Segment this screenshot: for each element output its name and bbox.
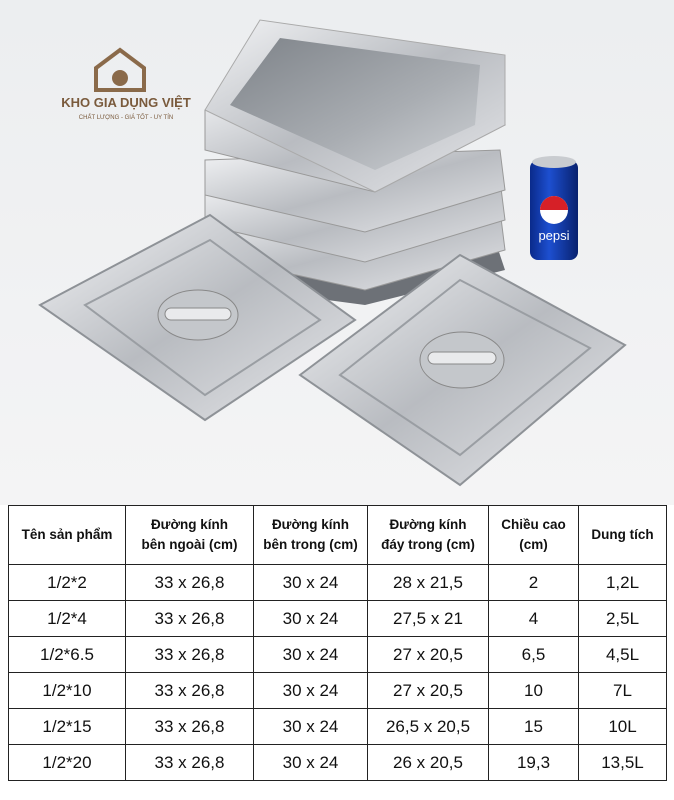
table-cell: 27 x 20,5: [367, 636, 489, 673]
table-cell: 33 x 26,8: [125, 672, 254, 709]
table-cell: 1,2L: [578, 564, 667, 601]
table-row: 1/2*10 33 x 26,8 30 x 24 27 x 20,5 10 7L: [8, 672, 667, 709]
table-cell: 26 x 20,5: [367, 744, 489, 781]
table-cell: 1/2*10: [8, 672, 126, 709]
table-cell: 30 x 24: [253, 564, 368, 601]
table-cell: 30 x 24: [253, 708, 368, 745]
table-cell: 4,5L: [578, 636, 667, 673]
table-cell: 6,5: [488, 636, 579, 673]
table-cell: 2: [488, 564, 579, 601]
table-cell: 30 x 24: [253, 744, 368, 781]
table-cell: 1/2*2: [8, 564, 126, 601]
table-cell: 10: [488, 672, 579, 709]
header-cell: Dung tích: [578, 505, 667, 565]
table-cell: 2,5L: [578, 600, 667, 637]
table-cell: 33 x 26,8: [125, 744, 254, 781]
logo-tagline: CHẤT LƯỢNG - GIÁ TỐT - UY TÍN: [79, 114, 173, 121]
lid-left: [38, 213, 357, 422]
header-line: bên trong (cm): [263, 537, 358, 552]
table-row: 1/2*20 33 x 26,8 30 x 24 26 x 20,5 19,3 13,5L: [8, 744, 667, 781]
logo: KHO GIA DỤNG VIỆT CHẤT LƯỢNG - GIÁ TỐT -…: [61, 47, 191, 121]
table-cell: 33 x 26,8: [125, 636, 254, 673]
table-cell: 19,3: [488, 744, 579, 781]
table-cell: 1/2*15: [8, 708, 126, 745]
table-cell: 27,5 x 21: [367, 600, 489, 637]
table-cell: 30 x 24: [253, 636, 368, 673]
table-cell: 13,5L: [578, 744, 667, 781]
header-cell: Chiều cao (cm): [488, 505, 579, 565]
table-body: 1/2*2 33 x 26,8 30 x 24 28 x 21,5 2 1,2L 1/2*4…: [8, 564, 667, 781]
spec-table: Tên sản phẩm Đường kính bên ngoài (cm) Đườn…: [8, 505, 667, 781]
table-cell: 33 x 26,8: [125, 708, 254, 745]
table-cell: 1/2*20: [8, 744, 126, 781]
header-line: Đường kính: [150, 517, 229, 532]
table-cell: 15: [488, 708, 579, 745]
header-row: Tên sản phẩm Đường kính bên ngoài (cm) Đườn…: [8, 505, 667, 565]
header-cell: Đường kính bên ngoài (cm): [125, 505, 254, 565]
table-row: 1/2*2 33 x 26,8 30 x 24 28 x 21,5 2 1,2L: [8, 564, 667, 601]
table-cell: 33 x 26,8: [125, 564, 254, 601]
product-photo: pepsi KHO GIA DỤNG VIỆT CHẤT LƯỢNG - GIÁ…: [0, 0, 674, 505]
header-line: bên ngoài (cm): [141, 537, 238, 552]
table-row: 1/2*6.5 33 x 26,8 30 x 24 27 x 20,5 6,5 4,5L: [8, 636, 667, 673]
header-line: Tên sản phẩm: [21, 527, 113, 542]
pepsi-can: pepsi: [530, 156, 578, 260]
table-cell: 1/2*4: [8, 600, 126, 637]
table-cell: 28 x 21,5: [367, 564, 489, 601]
table-cell: 33 x 26,8: [125, 600, 254, 637]
header-cell: Tên sản phẩm: [8, 505, 126, 565]
table-row: 1/2*15 33 x 26,8 30 x 24 26,5 x 20,5 15 10L: [8, 708, 667, 745]
table-row: 1/2*4 33 x 26,8 30 x 24 27,5 x 21 4 2,5L: [8, 600, 667, 637]
header-line: Chiều cao: [501, 517, 566, 532]
can-label: pepsi: [538, 228, 569, 243]
header-line: Dung tích: [591, 527, 654, 542]
table-cell: 30 x 24: [253, 672, 368, 709]
table-cell: 27 x 20,5: [367, 672, 489, 709]
logo-name: KHO GIA DỤNG VIỆT: [61, 95, 191, 110]
header-line: (cm): [519, 537, 548, 552]
table-cell: 30 x 24: [253, 600, 368, 637]
lid-right: [298, 253, 627, 487]
header-line: Đường kính: [271, 517, 350, 532]
header-line: đáy trong (cm): [381, 537, 475, 552]
header-line: Đường kính: [389, 517, 467, 532]
table-cell: 26,5 x 20,5: [367, 708, 489, 745]
table-cell: 7L: [578, 672, 667, 709]
header-cell: Đường kính đáy trong (cm): [367, 505, 489, 565]
table-cell: 1/2*6.5: [8, 636, 126, 673]
table-cell: 10L: [578, 708, 667, 745]
table-cell: 4: [488, 600, 579, 637]
header-cell: Đường kính bên trong (cm): [253, 505, 368, 565]
